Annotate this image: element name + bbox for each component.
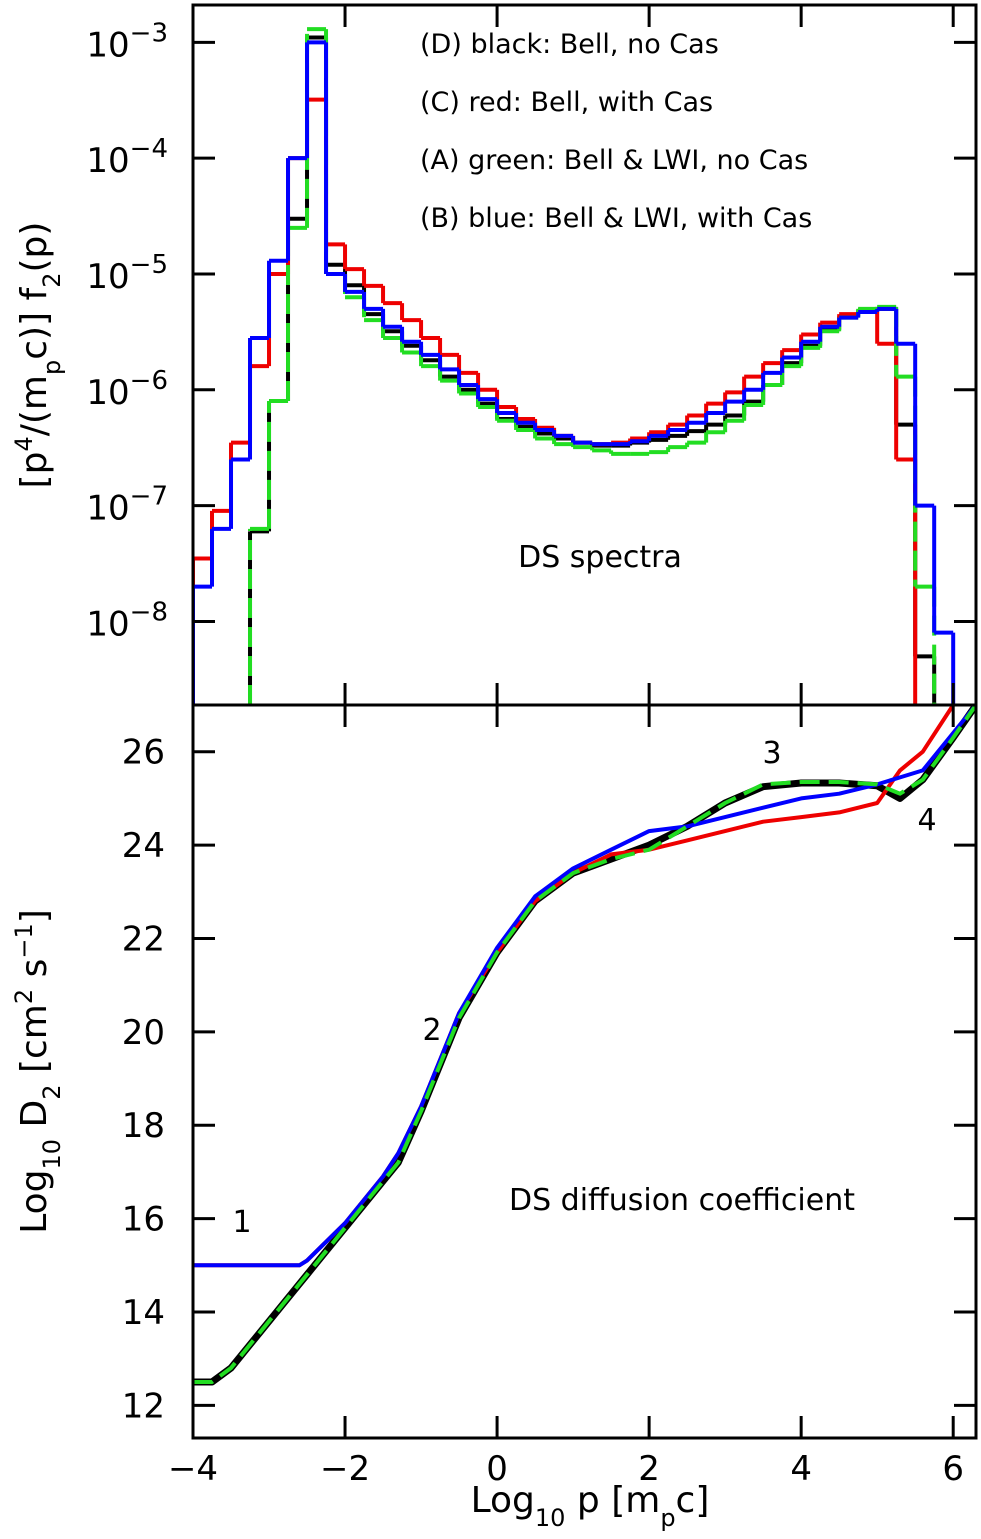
annotation: 1 [232, 1205, 251, 1240]
y-tick-exponent: −7 [130, 482, 168, 512]
plot-area [193, 705, 976, 1386]
y-tick-exponent: −8 [130, 597, 168, 627]
line [193, 705, 955, 1268]
y-tick-label: 18 [122, 1106, 165, 1146]
y-tick-exponent: −4 [130, 134, 168, 164]
annotation: 2 [422, 1013, 441, 1048]
y-tick-exponent: −5 [130, 250, 168, 280]
y-tick-label: 12 [122, 1386, 165, 1426]
y-axis-label-part: s [14, 959, 55, 989]
x-tick-label: 0 [486, 1449, 508, 1489]
y-tick-base: 10 [86, 257, 129, 297]
y-axis-label-part: 2 [10, 989, 38, 1004]
legend-entry: (D) black: Bell, no Cas [420, 29, 719, 60]
x-tick-label: 2 [638, 1449, 660, 1489]
y-axis-label-part: c)] f [14, 286, 55, 359]
y-tick-label: 14 [122, 1293, 165, 1333]
legend-entry: (C) red: Bell, with Cas [420, 87, 713, 118]
y-tick-exponent: −3 [130, 18, 168, 48]
y-tick-label: 10−8 [86, 597, 168, 644]
y-axis-label-part: ] [14, 909, 55, 923]
annotation: DS spectra [518, 540, 682, 575]
y-axis-label-part: 2 [38, 273, 66, 288]
line [193, 705, 976, 1384]
x-axis-label-part: c] [676, 1480, 710, 1521]
y-tick-label: 20 [122, 1013, 165, 1053]
x-axis-label-part: p [m [565, 1480, 660, 1521]
x-tick-label: 4 [790, 1449, 812, 1489]
y-tick-label: 24 [122, 826, 165, 866]
y-tick-label: 10−6 [86, 366, 168, 413]
y-axis-label-part: 4 [10, 436, 38, 451]
y-tick-label: 10−5 [86, 250, 168, 297]
y-axis-label: [p4/(mpc)] f2(p) [10, 222, 66, 489]
y-axis-label-part: [p [14, 452, 55, 489]
x-axis-label-part: Log [471, 1480, 535, 1521]
y-tick-base: 10 [86, 141, 129, 181]
y-axis-label-part: (p) [14, 222, 55, 273]
x-tick-label: −4 [168, 1449, 218, 1489]
y-tick-label: 10−3 [86, 18, 168, 65]
annotation: 3 [762, 736, 781, 771]
y-axis-label-part: −1 [10, 923, 38, 958]
frame [191, 703, 978, 1440]
annotation: DS diffusion coefficient [509, 1183, 855, 1218]
x-tick-label: 6 [942, 1449, 964, 1489]
y-tick-label: 22 [122, 919, 165, 959]
legend-entry: (A) green: Bell & LWI, no Cas [420, 145, 808, 176]
y-tick-label: 16 [122, 1200, 165, 1240]
y-axis-label-part: /(m [14, 375, 55, 436]
x-axis-label-part: p [660, 1504, 675, 1532]
annotation: 4 [917, 803, 936, 838]
y-tick-label: 26 [122, 733, 165, 773]
y-tick-exponent: −6 [130, 366, 168, 396]
y-tick-label: 10−7 [86, 482, 168, 529]
line [193, 705, 976, 1268]
y-axis-label-part: [cm [14, 1004, 55, 1084]
legend-entry: (B) blue: Bell & LWI, with Cas [420, 203, 812, 234]
x-axis-label: Log10 p [mpc] [471, 1480, 710, 1532]
y-axis-label-part: p [38, 360, 66, 375]
y-axis-label: Log10 D2 [cm2 s−1] [10, 909, 66, 1234]
y-axis-label-part: 2 [38, 1084, 66, 1099]
x-axis-label-part: 10 [535, 1504, 566, 1532]
y-axis-label-part: Log [14, 1169, 55, 1233]
y-tick-label: 10−4 [86, 134, 168, 181]
y-axis-label-part: D [14, 1100, 55, 1139]
y-tick-base: 10 [86, 604, 129, 644]
y-tick-base: 10 [86, 25, 129, 65]
y-axis-label-part: 10 [38, 1139, 66, 1170]
y-tick-base: 10 [86, 373, 129, 413]
plot-area [193, 27, 956, 705]
y-tick-base: 10 [86, 489, 129, 529]
x-tick-label: −2 [320, 1449, 370, 1489]
